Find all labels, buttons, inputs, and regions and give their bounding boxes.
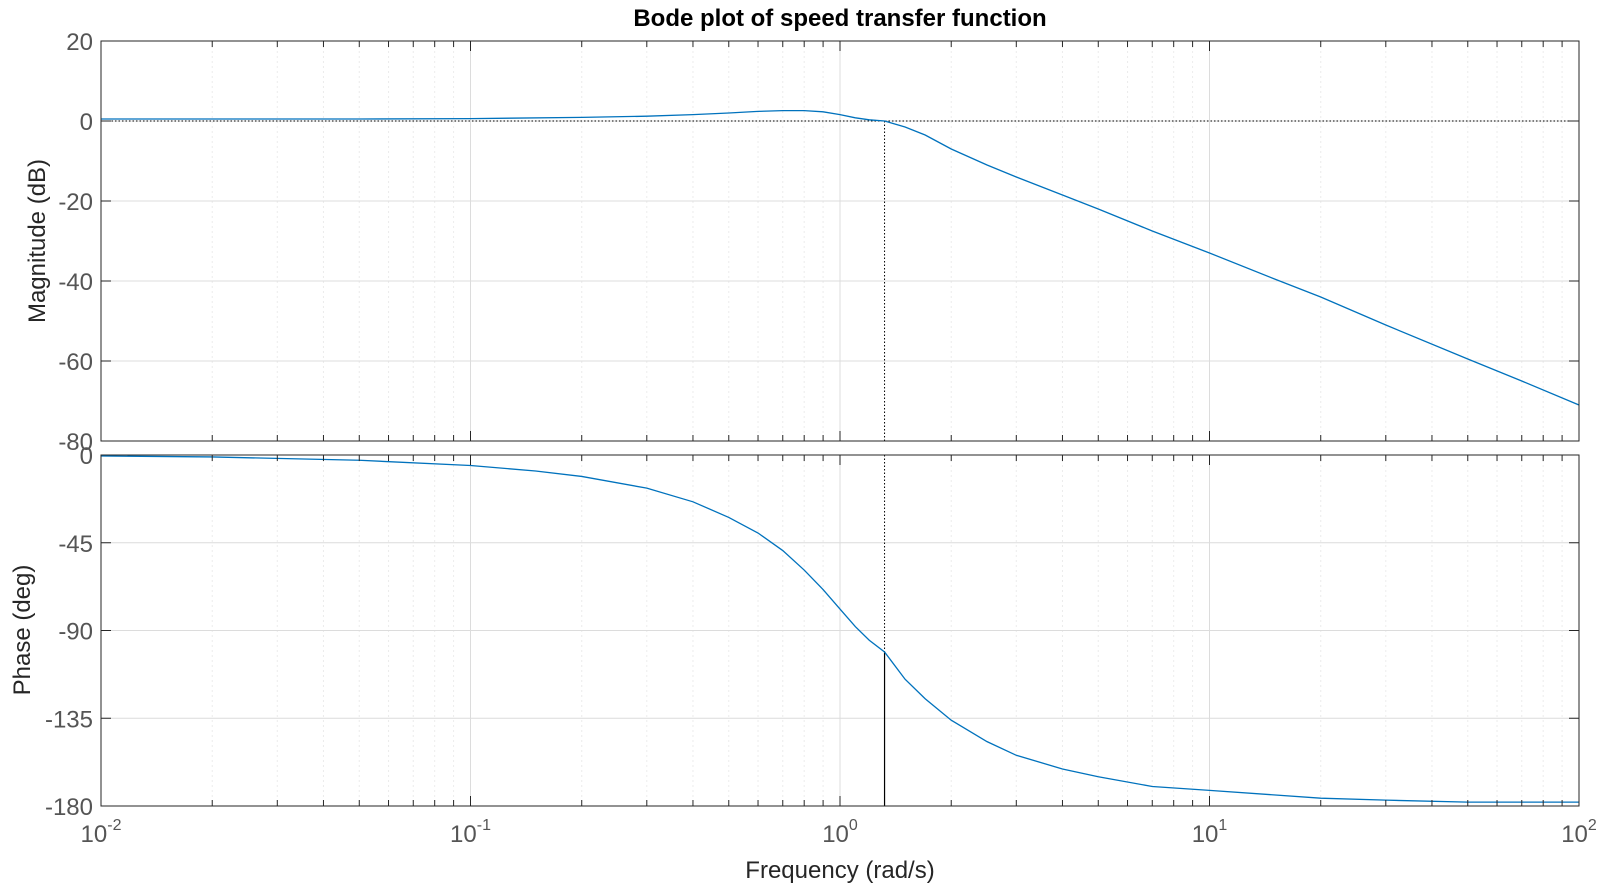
x-tick-label: 102: [1561, 817, 1597, 848]
magnitude-axes-box: [100, 40, 1580, 442]
y-tick-label: -40: [58, 269, 93, 296]
y-tick-label: 0: [80, 109, 93, 136]
y-tick-label: -180: [45, 794, 93, 821]
magnitude-reference-lines: [101, 120, 1579, 441]
frequency-xlabel: Frequency (rad/s): [745, 857, 934, 884]
phase-ylabel: Phase (deg): [9, 565, 36, 696]
y-tick-label: -60: [58, 349, 93, 376]
phase-curve: [100, 455, 1579, 803]
chart-title: Bode plot of speed transfer function: [633, 5, 1046, 32]
x-tick-label: 10-2: [81, 817, 122, 848]
phase-axes-box: [100, 454, 1580, 807]
x-tick-labels: 10-2 10-1 100 101 102: [81, 817, 1597, 848]
y-tick-label: -80: [58, 429, 93, 456]
x-tick-label: 101: [1192, 817, 1228, 848]
y-tick-label: 0: [80, 443, 93, 470]
y-tick-label: -45: [58, 531, 93, 558]
phase-y-tick-labels: 0 -45 -90 -135 -180: [45, 443, 93, 821]
phase-series: [100, 455, 1579, 803]
magnitude-series: [101, 109, 1580, 406]
magnitude-y-tick-labels: 20 0 -20 -40 -60 -80: [58, 29, 93, 456]
phase-tick-marks: [100, 454, 1580, 807]
y-tick-label: -20: [58, 189, 93, 216]
x-tick-label: 100: [822, 817, 858, 848]
x-tick-label: 10-1: [450, 817, 491, 848]
magnitude-panel: 20 0 -20 -40 -60 -80 Magnitude (dB): [24, 29, 1580, 456]
phase-panel: 0 -45 -90 -135 -180 10-2 10-1 100 101 102 Phase …: [9, 443, 1597, 884]
magnitude-curve: [101, 109, 1580, 406]
y-tick-label: -90: [58, 619, 93, 646]
magnitude-ylabel: Magnitude (dB): [24, 159, 51, 323]
y-tick-label: 20: [66, 29, 93, 56]
y-tick-label: -135: [45, 706, 93, 733]
